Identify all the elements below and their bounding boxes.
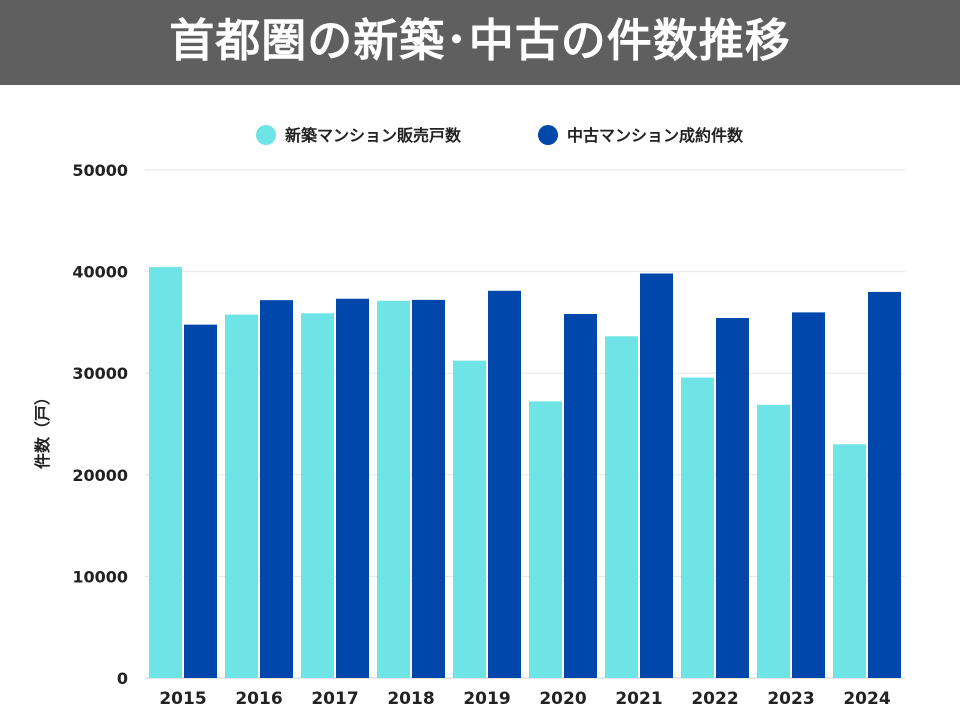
bar-new-2019 [453,360,486,678]
y-tick-label: 0 [117,669,128,688]
bar-used-2021 [640,273,673,678]
bar-used-2020 [564,314,597,678]
bar-new-2021 [605,336,638,678]
bar-used-2022 [716,318,749,678]
bar-used-2024 [868,291,901,678]
bar-used-2023 [792,312,825,678]
bar-new-2024 [833,444,866,678]
bar-used-2017 [336,298,369,678]
bar-new-2018 [377,300,410,678]
x-tick-label: 2015 [159,689,206,709]
y-tick-label: 50000 [72,161,128,180]
bar-new-2022 [681,377,714,678]
legend-label: 新築マンション販売戸数 [285,126,462,145]
y-tick-label: 20000 [72,466,128,485]
bar-new-2016 [225,314,258,678]
legend-label: 中古マンション成約件数 [567,126,744,145]
legend: 新築マンション販売戸数 中古マンション成約件数 [256,125,744,145]
bar-used-2016 [260,300,293,678]
gridlines [145,169,905,679]
x-axis-ticks: 2015 2016 2017 2018 2019 2020 2021 2022 2023 2024 [159,689,890,709]
y-axis-label: 件数（戸） [33,389,52,469]
bar-new-2020 [529,401,562,678]
y-tick-label: 30000 [72,364,128,383]
bar-new-2017 [301,313,334,678]
bar-new-2015 [149,267,182,678]
x-tick-label: 2024 [843,689,890,709]
x-tick-label: 2016 [235,689,282,709]
bar-used-2018 [412,299,445,678]
bars [149,267,901,678]
x-tick-label: 2023 [767,689,814,709]
x-tick-label: 2019 [463,689,510,709]
x-tick-label: 2020 [539,689,586,709]
x-tick-label: 2021 [615,689,662,709]
y-tick-label: 10000 [72,567,128,586]
title-banner: 首都圏の新築･中古の件数推移 [0,0,960,85]
page-title: 首都圏の新築･中古の件数推移 [169,14,791,67]
y-tick-label: 40000 [72,263,128,282]
bar-used-2015 [184,324,217,678]
legend-marker [538,125,558,145]
bar-used-2019 [488,290,521,678]
x-tick-label: 2017 [311,689,358,709]
bar-new-2023 [757,404,790,678]
legend-marker [256,125,276,145]
x-tick-label: 2018 [387,689,434,709]
y-axis-ticks: 0 10000 20000 30000 40000 50000 [72,161,128,688]
x-tick-label: 2022 [691,689,738,709]
